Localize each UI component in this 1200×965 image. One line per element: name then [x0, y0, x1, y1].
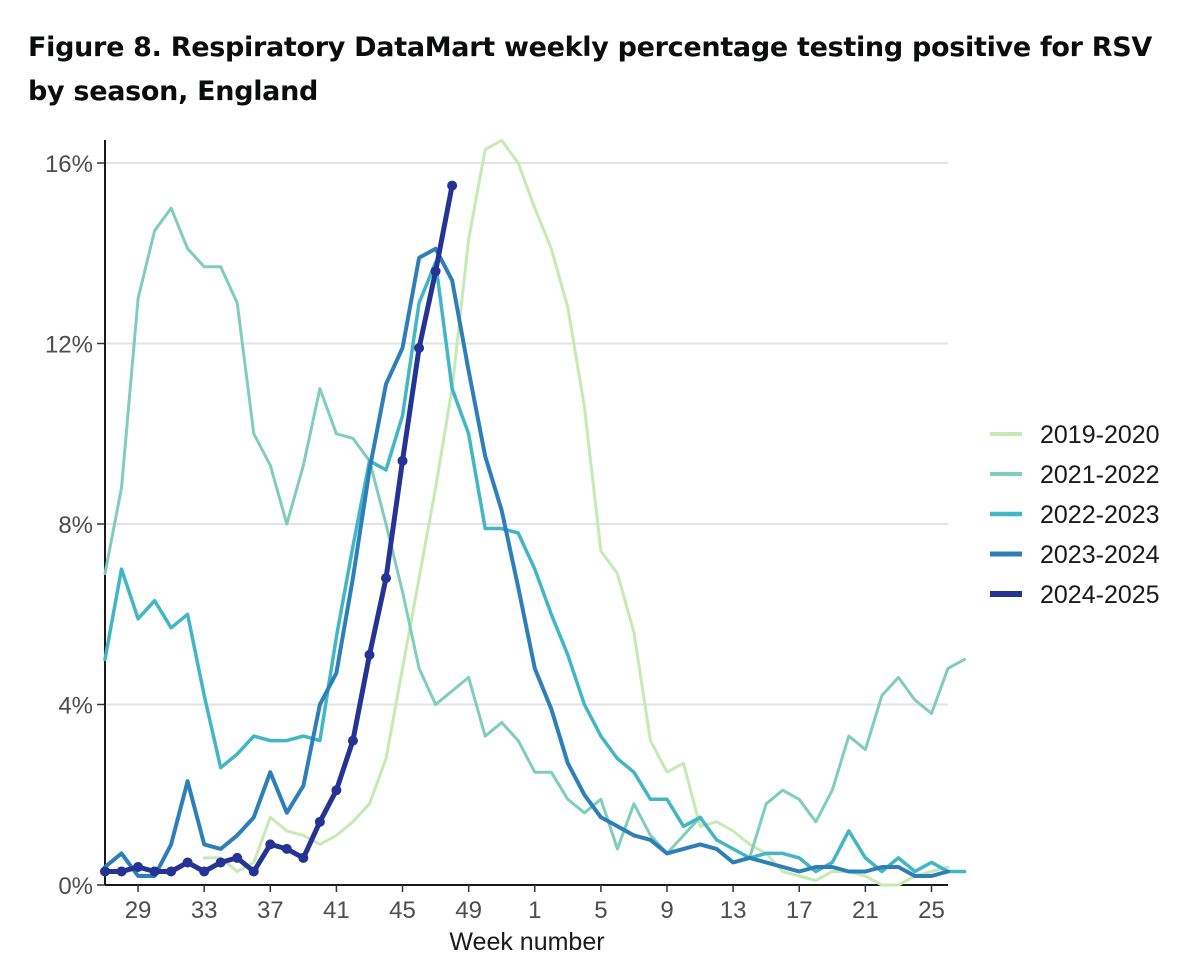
x-tick-label: 49 — [455, 897, 482, 924]
x-tick-labels: 29 33 37 41 45 49 1 5 9 13 17 21 25 — [125, 885, 945, 924]
series-2023-2024-line — [103, 246, 950, 878]
x-tick-label: 37 — [257, 897, 284, 924]
series-2024-2025-point — [447, 180, 458, 191]
series-2024-2025-point — [381, 573, 391, 584]
series-2024-2025-point — [347, 735, 358, 746]
legend-label-2022-2023: 2022-2023 — [1040, 501, 1160, 529]
series-2024-2025-point — [215, 857, 226, 868]
y-tick-labels: 0% 4% 8% 12% 16% — [45, 151, 93, 900]
x-tick-label: 5 — [594, 897, 607, 924]
legend-label-2021-2022: 2021-2022 — [1040, 461, 1160, 489]
x-tick-label: 41 — [323, 897, 350, 924]
series-2024-2025-point — [414, 343, 425, 354]
series-2024-2025-point — [182, 857, 193, 868]
series-2024-2025-point — [397, 455, 408, 466]
x-tick-label: 29 — [125, 897, 152, 924]
x-tick-label: 9 — [660, 897, 673, 924]
legend-label-2019-2020: 2019-2020 — [1040, 421, 1160, 449]
x-tick-label: 45 — [389, 897, 416, 924]
series-2024-2025-point — [232, 852, 243, 863]
gridlines — [97, 162, 948, 886]
series-2024-2025-point — [149, 866, 160, 877]
series-2024-2025-point — [248, 866, 259, 877]
series-2021-2022-line — [103, 206, 966, 860]
series-lines — [100, 138, 967, 887]
x-tick-label: 1 — [528, 897, 541, 924]
series-2024-2025-point — [166, 866, 177, 877]
x-tick-label: 13 — [720, 897, 747, 924]
x-tick-label: 25 — [918, 897, 945, 924]
series-2024-2025-line — [102, 183, 455, 874]
series-2024-2025-point — [281, 843, 292, 854]
x-tick-label: 17 — [786, 897, 813, 924]
series-2024-2025-point — [133, 861, 144, 872]
series-2024-2025-point — [265, 839, 276, 850]
legend-label-2023-2024: 2023-2024 — [1040, 541, 1160, 569]
legend-label-2024-2025: 2024-2025 — [1040, 581, 1160, 609]
x-tick-label: 33 — [191, 897, 218, 924]
y-tick-label: 12% — [45, 332, 93, 359]
series-2024-2025-point — [116, 866, 127, 877]
series-2024-2025-point — [430, 266, 441, 277]
x-axis-label: Week number — [449, 928, 604, 956]
y-tick-label: 0% — [58, 873, 93, 900]
series-2024-2025-point — [298, 852, 309, 863]
y-tick-label: 4% — [58, 693, 93, 720]
series-2024-2025-point — [331, 785, 342, 796]
axes — [104, 140, 948, 886]
legend: 2019-2020 2021-2022 2022-2023 2023-2024 2024… — [990, 421, 1160, 609]
y-tick-label: 16% — [45, 151, 93, 178]
chart-title: Figure 8. Respiratory DataMart weekly pe… — [28, 32, 1153, 107]
y-tick-label: 8% — [58, 512, 93, 539]
series-2024-2025-point — [199, 866, 210, 877]
series-2024-2025-point — [314, 816, 325, 827]
series-2024-2025-point — [100, 866, 110, 877]
series-2019-2020-line — [202, 138, 950, 887]
series-2024-2025-point — [364, 649, 375, 660]
x-tick-label: 21 — [852, 897, 879, 924]
